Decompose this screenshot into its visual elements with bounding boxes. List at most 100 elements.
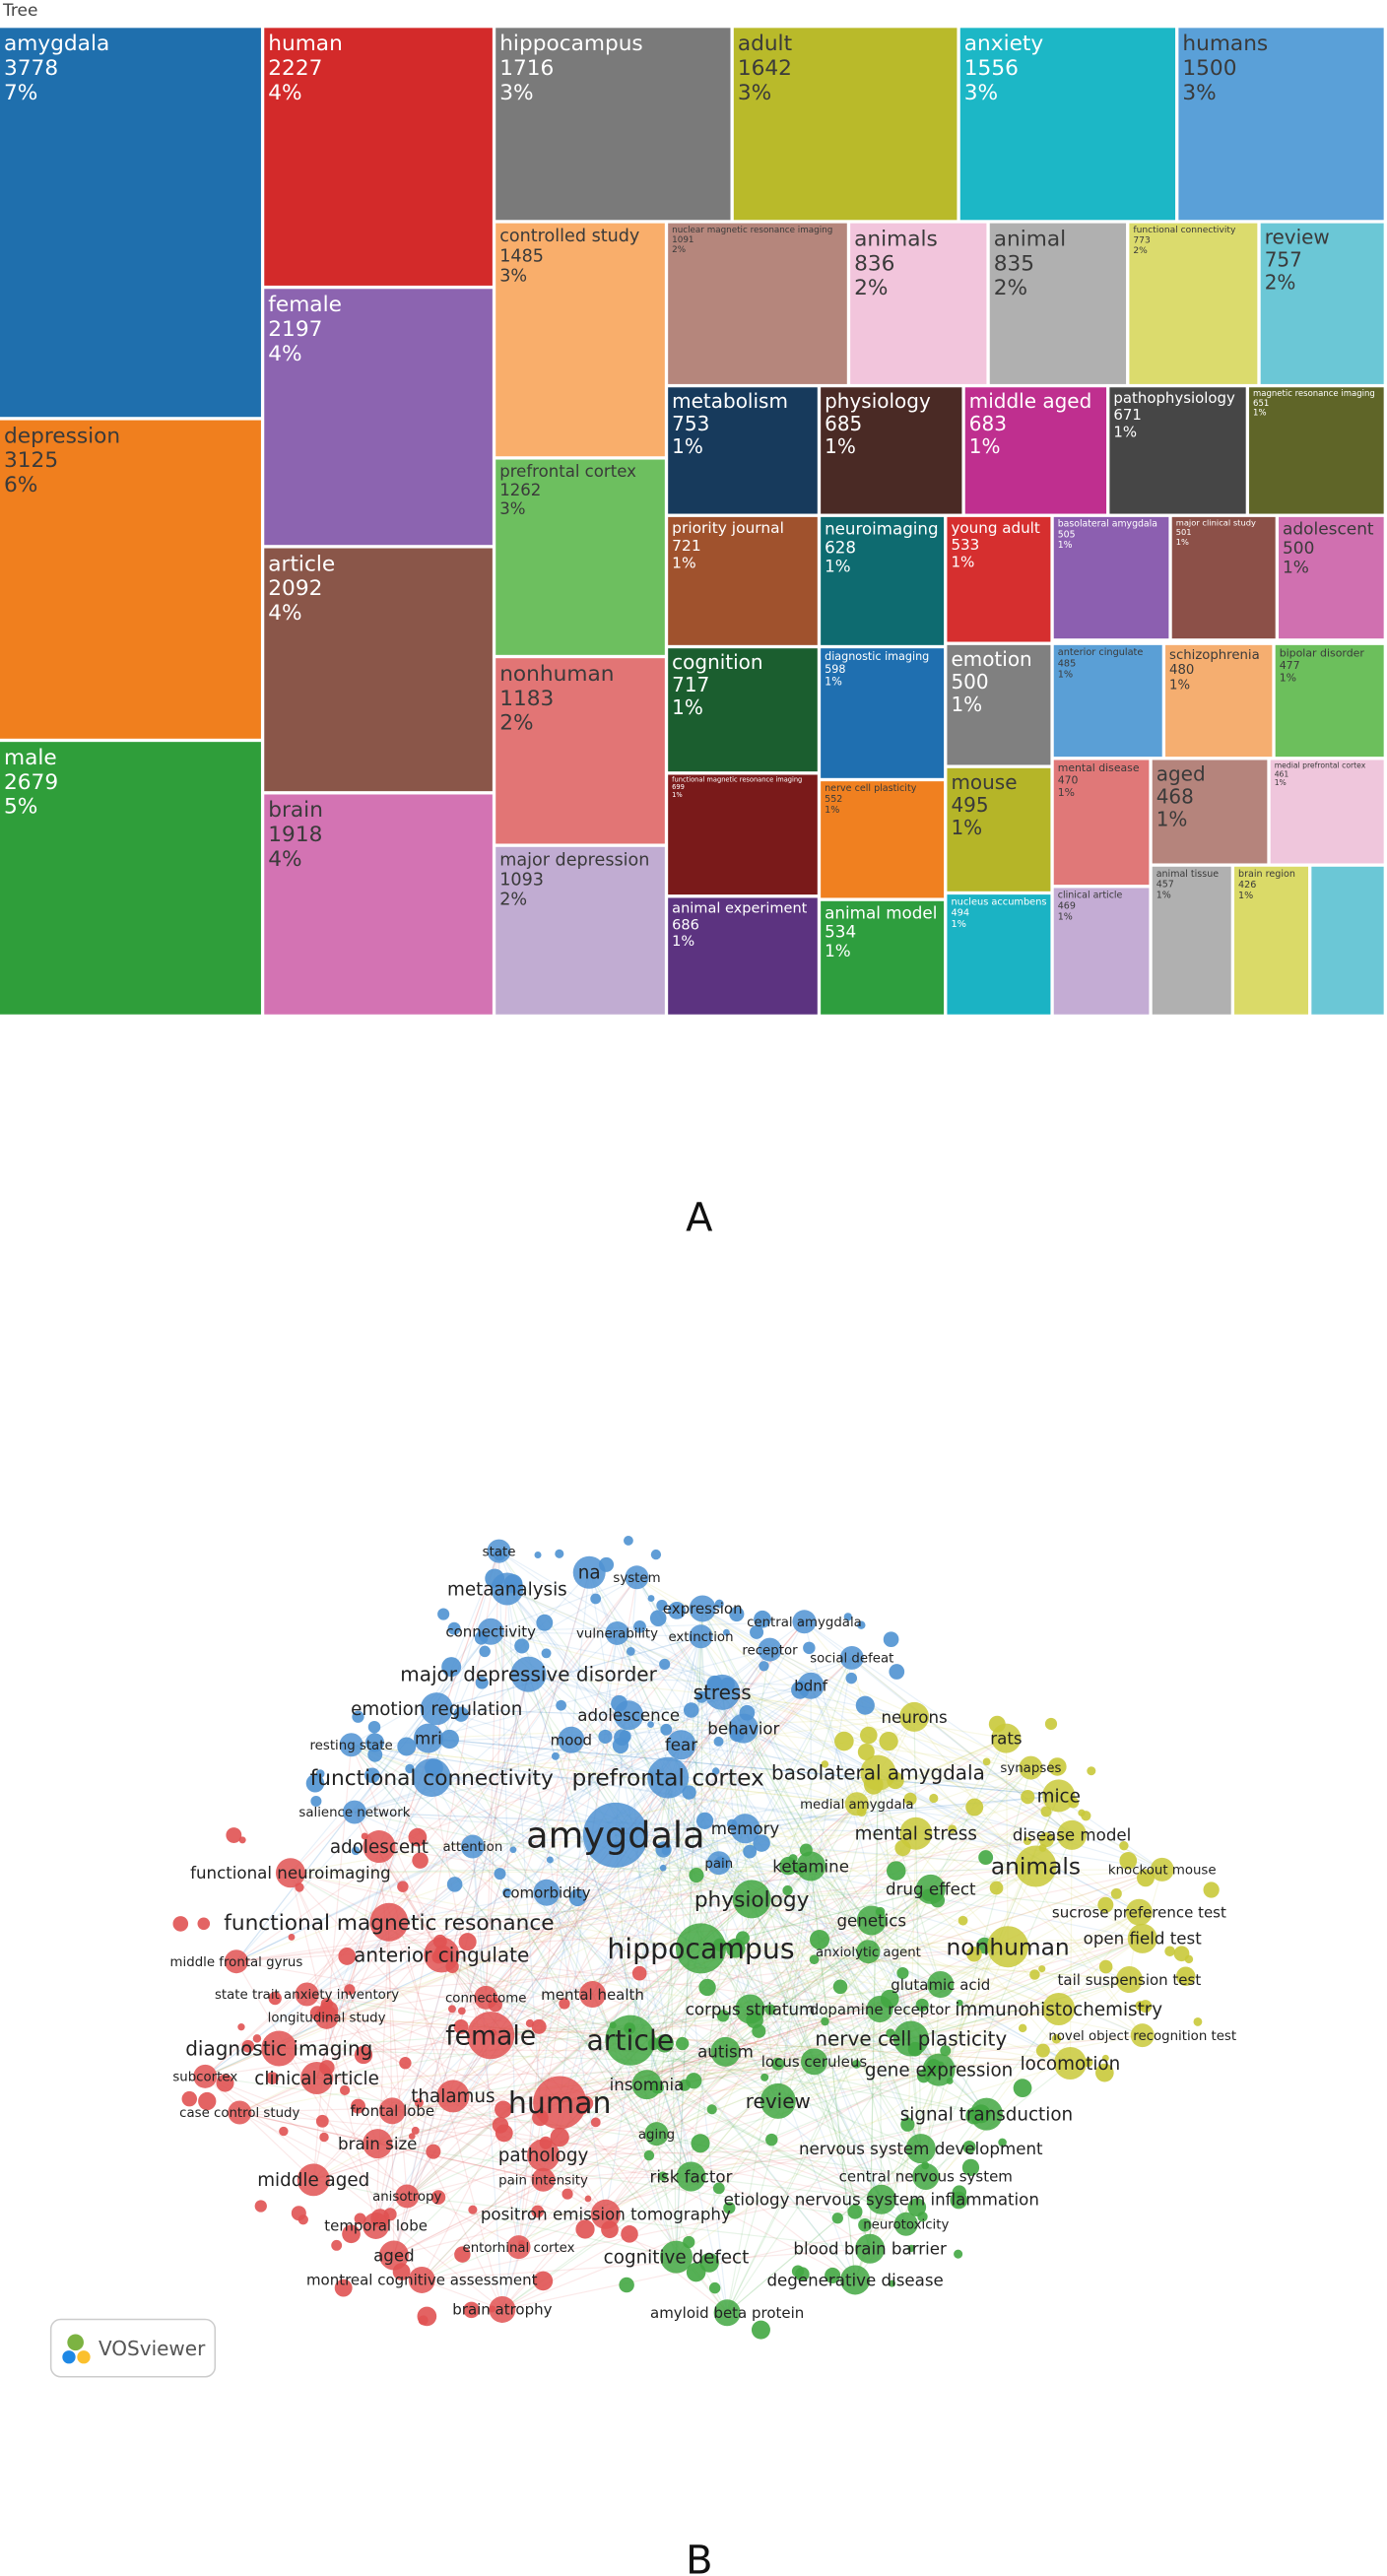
node (661, 1846, 671, 1856)
tile-share: 4% (268, 847, 301, 872)
edge (235, 1716, 915, 1962)
node (487, 1539, 511, 1563)
node (950, 2191, 968, 2210)
node (1038, 1832, 1054, 1848)
tile-label: animal experiment (672, 901, 807, 917)
node (351, 1846, 361, 1856)
tile-share: 3% (1182, 81, 1216, 105)
node (855, 1695, 875, 1715)
node (834, 1731, 854, 1751)
edge (485, 1620, 805, 1999)
edge (430, 1777, 520, 2248)
node (631, 1965, 647, 1981)
node-label: mood (551, 1731, 592, 1749)
edge (506, 1588, 940, 2071)
node (418, 2315, 429, 2326)
edge (721, 1691, 752, 2010)
edge (498, 1551, 1036, 1868)
tile-value: 717 (672, 673, 709, 696)
node (261, 2030, 297, 2067)
edge (804, 1620, 1144, 2036)
edge (235, 1630, 492, 1962)
node-label: ketamine (772, 1857, 849, 1876)
node (408, 1827, 428, 1847)
tile-label: male (4, 746, 57, 770)
edge (721, 1691, 1140, 1913)
tile (821, 781, 945, 898)
node (172, 1916, 189, 1932)
edge (377, 2143, 544, 2181)
tile-value: 1642 (738, 56, 792, 81)
node-label: immunohistochemistry (955, 2000, 1162, 2020)
edge (691, 2175, 882, 2201)
node (237, 2023, 245, 2031)
edge (278, 2048, 408, 2197)
tile (1053, 760, 1150, 886)
edge (491, 1983, 941, 2036)
tile-label: animal (994, 227, 1066, 251)
node (743, 1844, 758, 1859)
node (457, 2007, 466, 2015)
edge (591, 1649, 771, 1995)
edge (388, 1834, 1073, 1923)
node-label: prefrontal cortex (571, 1765, 764, 1792)
node (1095, 2063, 1114, 2082)
node-label: female (445, 2021, 536, 2052)
tile (1165, 644, 1273, 758)
node (725, 1938, 746, 1958)
node (334, 2279, 353, 2297)
node-label: vulnerability (576, 1627, 658, 1642)
node (965, 1798, 984, 1816)
node-label: mental stress (855, 1824, 977, 1845)
node (892, 2020, 929, 2057)
edge (205, 1772, 879, 2078)
edge (810, 1685, 858, 1805)
tile (1234, 866, 1309, 1015)
node-label: human (508, 2086, 612, 2121)
edge (279, 1738, 1007, 2050)
tile-share: 1% (951, 919, 966, 930)
edge (239, 1938, 1143, 2114)
node (626, 1647, 635, 1656)
edge (700, 1948, 1130, 1981)
node-label: connectome (445, 1992, 526, 2007)
tile (1109, 387, 1246, 514)
tile-share: 3% (499, 267, 527, 287)
edge (559, 1632, 619, 2103)
edge (588, 1572, 856, 2280)
edge (313, 2179, 677, 2258)
node-label: pathology (498, 2146, 589, 2166)
node (342, 1800, 366, 1824)
edge (528, 1673, 812, 1686)
edge (393, 2179, 544, 2256)
node-label: aged (373, 2246, 415, 2265)
edge (691, 2062, 1071, 2178)
tile (1129, 223, 1258, 384)
edge (646, 1772, 879, 2085)
node-label: tail suspension test (1058, 1971, 1202, 1989)
edge (700, 1938, 1143, 1949)
edge (376, 1772, 879, 2145)
node (1053, 2047, 1087, 2081)
node-label: behavior (707, 1719, 779, 1738)
node (291, 2206, 306, 2221)
tile-label: diagnostic imaging (825, 650, 929, 663)
edge (351, 1744, 857, 1805)
tile-label: human (268, 32, 343, 56)
edge (910, 1978, 1130, 2040)
node-label: gene expression (865, 2061, 1013, 2081)
node (753, 1834, 770, 1852)
node-label: degenerative disease (766, 2271, 943, 2289)
edge (485, 1684, 812, 1999)
edge (422, 2279, 503, 2311)
node (845, 1672, 858, 1684)
tile-share: 1% (825, 434, 856, 458)
edge (726, 2147, 922, 2314)
edge (810, 1685, 942, 1985)
edge (393, 2133, 657, 2257)
node (803, 1641, 816, 1655)
node (691, 2134, 710, 2153)
node (446, 1877, 463, 1892)
node-label: locomotion (1021, 2054, 1121, 2075)
edge (877, 1772, 922, 2149)
